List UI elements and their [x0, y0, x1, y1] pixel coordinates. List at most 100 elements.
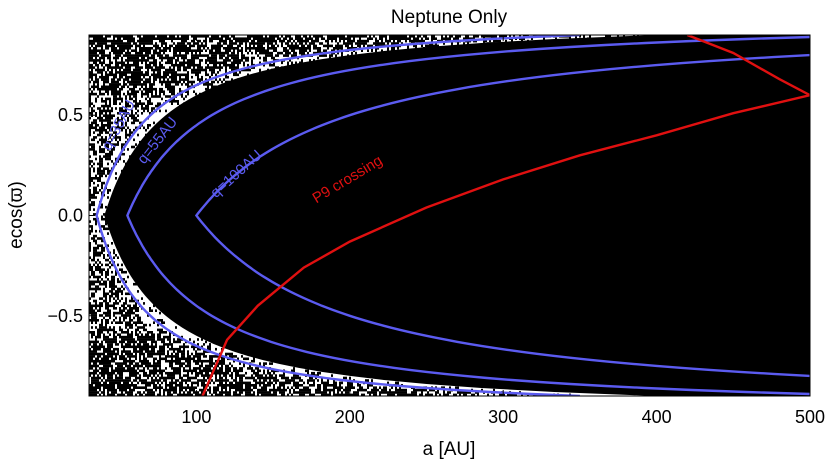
noise-pixel [241, 51, 243, 55]
noise-pixel [101, 215, 103, 219]
noise-pixel [97, 386, 99, 389]
noise-pixel [119, 68, 121, 72]
noise-pixel [351, 393, 353, 396]
noise-pixel [127, 304, 129, 308]
noise-pixel [89, 203, 91, 207]
noise-pixel [379, 386, 381, 389]
noise-pixel [271, 362, 273, 365]
noise-pixel [113, 90, 115, 93]
noise-pixel [105, 102, 107, 105]
noise-pixel [95, 316, 97, 320]
noise-pixel [129, 319, 131, 322]
noise-pixel [91, 177, 93, 180]
noise-pixel [515, 393, 517, 396]
noise-pixel [209, 68, 211, 72]
noise-pixel [169, 393, 171, 396]
noise-pixel [109, 266, 111, 269]
noise-pixel [147, 68, 149, 72]
noise-pixel [293, 376, 295, 380]
noise-pixel [215, 78, 217, 81]
noise-pixel [101, 319, 103, 322]
noise-pixel [139, 357, 141, 361]
noise-pixel [199, 63, 201, 67]
noise-pixel [271, 51, 273, 55]
noise-pixel [285, 35, 287, 38]
noise-pixel [245, 37, 247, 40]
noise-pixel [335, 393, 337, 396]
noise-pixel [107, 367, 109, 370]
noise-pixel [169, 381, 171, 385]
noise-pixel [143, 49, 145, 52]
noise-pixel [99, 266, 101, 269]
noise-pixel [191, 80, 193, 84]
noise-pixel [91, 391, 93, 394]
noise-pixel [129, 71, 131, 74]
noise-pixel [253, 357, 255, 361]
noise-pixel [161, 340, 163, 344]
noise-pixel [231, 51, 233, 55]
noise-pixel [131, 59, 133, 62]
noise-pixel [137, 39, 139, 43]
noise-pixel [257, 37, 259, 40]
noise-pixel [97, 124, 99, 127]
noise-pixel [93, 177, 95, 180]
noise-pixel [247, 68, 249, 72]
noise-pixel [113, 85, 115, 89]
noise-pixel [131, 131, 133, 134]
noise-pixel [289, 391, 291, 394]
noise-pixel [121, 71, 123, 74]
noise-pixel [261, 49, 263, 52]
noise-pixel [135, 374, 137, 377]
noise-pixel [93, 234, 95, 238]
noise-pixel [125, 68, 127, 72]
noise-pixel [371, 388, 373, 392]
noise-pixel [149, 355, 151, 358]
noise-pixel [303, 35, 305, 38]
noise-pixel [181, 376, 183, 380]
noise-pixel [115, 388, 117, 392]
noise-pixel [389, 37, 391, 40]
noise-pixel [99, 367, 101, 370]
noise-pixel [153, 333, 155, 336]
noise-pixel [147, 384, 149, 387]
noise-pixel [133, 386, 135, 389]
noise-pixel [243, 357, 245, 361]
noise-pixel [157, 374, 159, 377]
noise-pixel [105, 128, 107, 132]
noise-pixel [331, 388, 333, 392]
noise-pixel [125, 352, 127, 356]
noise-pixel [131, 319, 133, 322]
noise-pixel [145, 80, 147, 84]
noise-pixel [183, 80, 185, 84]
noise-pixel [107, 47, 109, 50]
noise-pixel [123, 63, 125, 67]
noise-pixel [109, 100, 111, 103]
noise-pixel [117, 39, 119, 43]
noise-pixel [253, 44, 255, 48]
noise-pixel [101, 150, 103, 154]
noise-pixel [211, 35, 213, 38]
noise-pixel [171, 92, 173, 96]
noise-pixel [141, 335, 143, 339]
noise-pixel [283, 47, 285, 50]
noise-pixel [221, 56, 223, 60]
noise-pixel [403, 37, 405, 40]
noise-pixel [267, 44, 269, 48]
noise-pixel [135, 350, 137, 353]
noise-pixel [135, 331, 137, 334]
noise-pixel [105, 323, 107, 327]
noise-pixel [333, 37, 335, 40]
noise-pixel [177, 35, 179, 38]
chart-title: Neptune Only [391, 7, 508, 28]
noise-pixel [163, 321, 165, 324]
noise-pixel [125, 42, 127, 45]
noise-pixel [153, 75, 155, 79]
noise-pixel [143, 328, 145, 332]
noise-pixel [155, 68, 157, 72]
noise-pixel [103, 85, 105, 89]
noise-pixel [153, 393, 155, 396]
noise-pixel [93, 304, 95, 308]
noise-pixel [271, 35, 273, 38]
noise-pixel [145, 49, 147, 52]
noise-pixel [189, 393, 191, 396]
